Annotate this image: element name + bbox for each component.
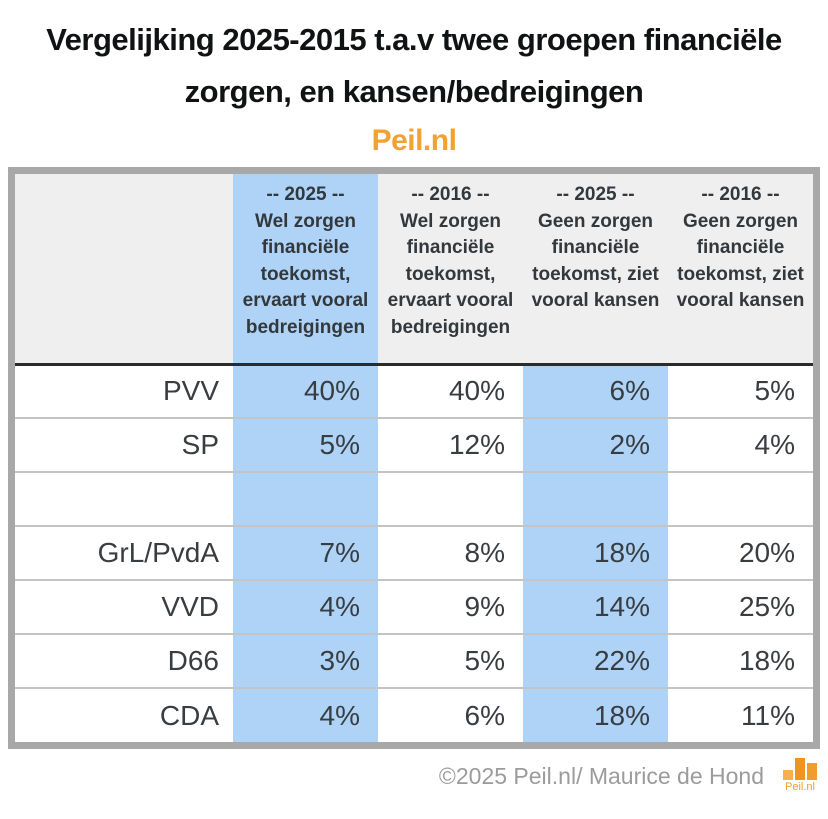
bar-chart-icon-bar-medium	[807, 763, 817, 780]
bar-chart-icon-bar-tall	[795, 758, 805, 780]
column-period: -- 2016 --	[701, 184, 780, 205]
table-row-vvd: VVD 4% 9% 14% 25%	[15, 579, 813, 634]
value-cell: 3%	[233, 633, 378, 688]
value-cell: 40%	[378, 364, 523, 418]
table-row-sp: SP 5% 12% 2% 4%	[15, 417, 813, 472]
party-label: PVV	[15, 364, 233, 418]
party-label: SP	[15, 417, 233, 472]
column-description: Geen zorgen financiële toekomst, ziet vo…	[676, 210, 805, 312]
column-header-2016-geen-zorgen: -- 2016 -- Geen zorgen financiële toekom…	[668, 174, 813, 366]
table-row-d66: D66 3% 5% 22% 18%	[15, 633, 813, 688]
bar-chart-icon-bar-short	[783, 770, 793, 780]
brand-title: Peil.nl	[371, 124, 457, 157]
footer: ©2025 Peil.nl/ Maurice de Hond Peil.nl	[0, 756, 828, 796]
table-row-cda: CDA 4% 6% 18% 11%	[15, 687, 813, 742]
column-description: Wel zorgen financiële toekomst, ervaart …	[387, 210, 514, 338]
value-cell	[523, 471, 668, 526]
table-row-grl-pvda: GrL/PvdA 7% 8% 18% 20%	[15, 525, 813, 580]
value-cell: 6%	[378, 687, 523, 742]
peil-nl-logo: Peil.nl	[778, 758, 822, 794]
value-cell: 7%	[233, 525, 378, 580]
value-cell: 9%	[378, 579, 523, 634]
value-cell	[378, 471, 523, 526]
value-cell: 22%	[523, 633, 668, 688]
value-cell: 5%	[378, 633, 523, 688]
column-period: -- 2025 --	[266, 184, 345, 205]
page-title-line-2: zorgen, en kansen/bedreigingen	[184, 74, 644, 109]
value-cell: 5%	[668, 364, 813, 418]
table-row-pvv: PVV 40% 40% 6% 5%	[15, 364, 813, 418]
value-cell: 18%	[523, 687, 668, 742]
data-table-frame: -- 2025 -- Wel zorgen financiële toekoms…	[8, 167, 820, 749]
value-cell: 5%	[233, 417, 378, 472]
header-row: -- 2025 -- Wel zorgen financiële toekoms…	[15, 174, 813, 366]
column-header-2025-wel-zorgen: -- 2025 -- Wel zorgen financiële toekoms…	[233, 174, 378, 366]
party-label: VVD	[15, 579, 233, 634]
value-cell: 18%	[668, 633, 813, 688]
table-row-empty	[15, 471, 813, 526]
value-cell: 11%	[668, 687, 813, 742]
party-label: CDA	[15, 687, 233, 742]
value-cell: 25%	[668, 579, 813, 634]
column-description: Wel zorgen financiële toekomst, ervaart …	[242, 210, 369, 338]
column-description: Geen zorgen financiële toekomst, ziet vo…	[531, 210, 660, 312]
party-label: GrL/PvdA	[15, 525, 233, 580]
corner-header-cell	[15, 174, 233, 366]
value-cell: 4%	[233, 687, 378, 742]
data-table: -- 2025 -- Wel zorgen financiële toekoms…	[15, 174, 813, 742]
bar-chart-icon	[783, 758, 817, 780]
value-cell	[233, 471, 378, 526]
value-cell	[668, 471, 813, 526]
party-label: D66	[15, 633, 233, 688]
copyright-text: ©2025 Peil.nl/ Maurice de Hond	[438, 763, 764, 789]
value-cell: 4%	[668, 417, 813, 472]
column-period: -- 2025 --	[556, 184, 635, 205]
value-cell: 8%	[378, 525, 523, 580]
value-cell: 20%	[668, 525, 813, 580]
value-cell: 18%	[523, 525, 668, 580]
value-cell: 14%	[523, 579, 668, 634]
logo-caption: Peil.nl	[785, 781, 815, 793]
column-period: -- 2016 --	[411, 184, 490, 205]
column-header-2016-wel-zorgen: -- 2016 -- Wel zorgen financiële toekoms…	[378, 174, 523, 366]
value-cell: 6%	[523, 364, 668, 418]
party-label	[15, 471, 233, 526]
title-block: Vergelijking 2025-2015 t.a.v twee groepe…	[0, 0, 828, 164]
value-cell: 12%	[378, 417, 523, 472]
value-cell: 40%	[233, 364, 378, 418]
value-cell: 4%	[233, 579, 378, 634]
page-title-line-1: Vergelijking 2025-2015 t.a.v twee groepe…	[46, 22, 782, 57]
column-header-2025-geen-zorgen: -- 2025 -- Geen zorgen financiële toekom…	[523, 174, 668, 366]
value-cell: 2%	[523, 417, 668, 472]
